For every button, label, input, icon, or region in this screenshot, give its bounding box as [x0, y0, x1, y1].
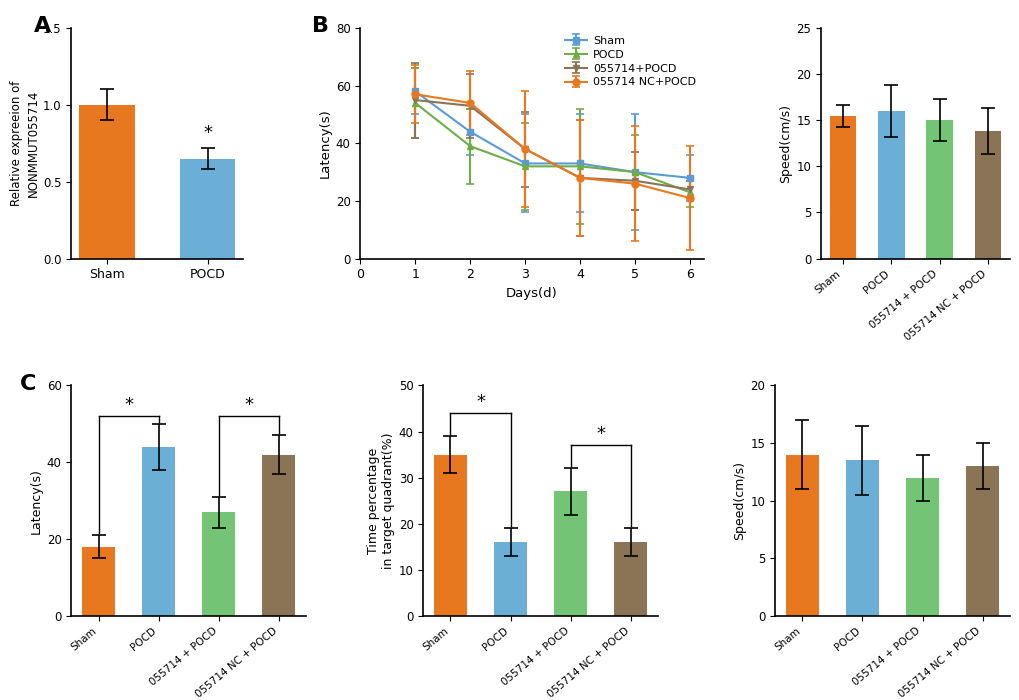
Legend: Sham, POCD, 055714+POCD, 055714 NC+POCD: Sham, POCD, 055714+POCD, 055714 NC+POCD	[562, 34, 697, 90]
Bar	[79, 105, 135, 258]
Bar	[785, 454, 818, 616]
X-axis label: Days(d): Days(d)	[505, 287, 557, 300]
Bar	[905, 477, 938, 616]
Bar	[493, 542, 527, 616]
Text: C: C	[19, 374, 36, 394]
Bar	[965, 466, 999, 616]
Text: *: *	[595, 425, 604, 443]
Bar	[82, 547, 115, 616]
Y-axis label: Speed(cm/s): Speed(cm/s)	[733, 461, 746, 540]
Bar	[179, 159, 235, 258]
Text: *: *	[124, 396, 133, 414]
Bar	[202, 512, 235, 616]
Y-axis label: Relative expreeion of
NONMMUT055714: Relative expreeion of NONMMUT055714	[10, 80, 40, 206]
Text: *: *	[244, 396, 253, 414]
Bar	[974, 132, 1001, 258]
Text: *: *	[203, 124, 212, 142]
Bar	[613, 542, 647, 616]
Bar	[262, 454, 296, 616]
Y-axis label: Time percentage
in target quadrant(%): Time percentage in target quadrant(%)	[366, 433, 394, 569]
Bar	[433, 454, 467, 616]
Bar	[925, 120, 952, 258]
Text: A: A	[34, 17, 51, 36]
Bar	[553, 491, 587, 616]
Bar	[877, 111, 904, 258]
Bar	[828, 116, 855, 258]
Bar	[845, 461, 878, 616]
Y-axis label: Latency(s): Latency(s)	[318, 108, 331, 178]
Text: *: *	[476, 393, 485, 411]
Bar	[142, 447, 175, 616]
Text: B: B	[312, 17, 329, 36]
Y-axis label: Speed(cm/s): Speed(cm/s)	[779, 104, 792, 183]
Y-axis label: Latency(s): Latency(s)	[30, 468, 43, 533]
